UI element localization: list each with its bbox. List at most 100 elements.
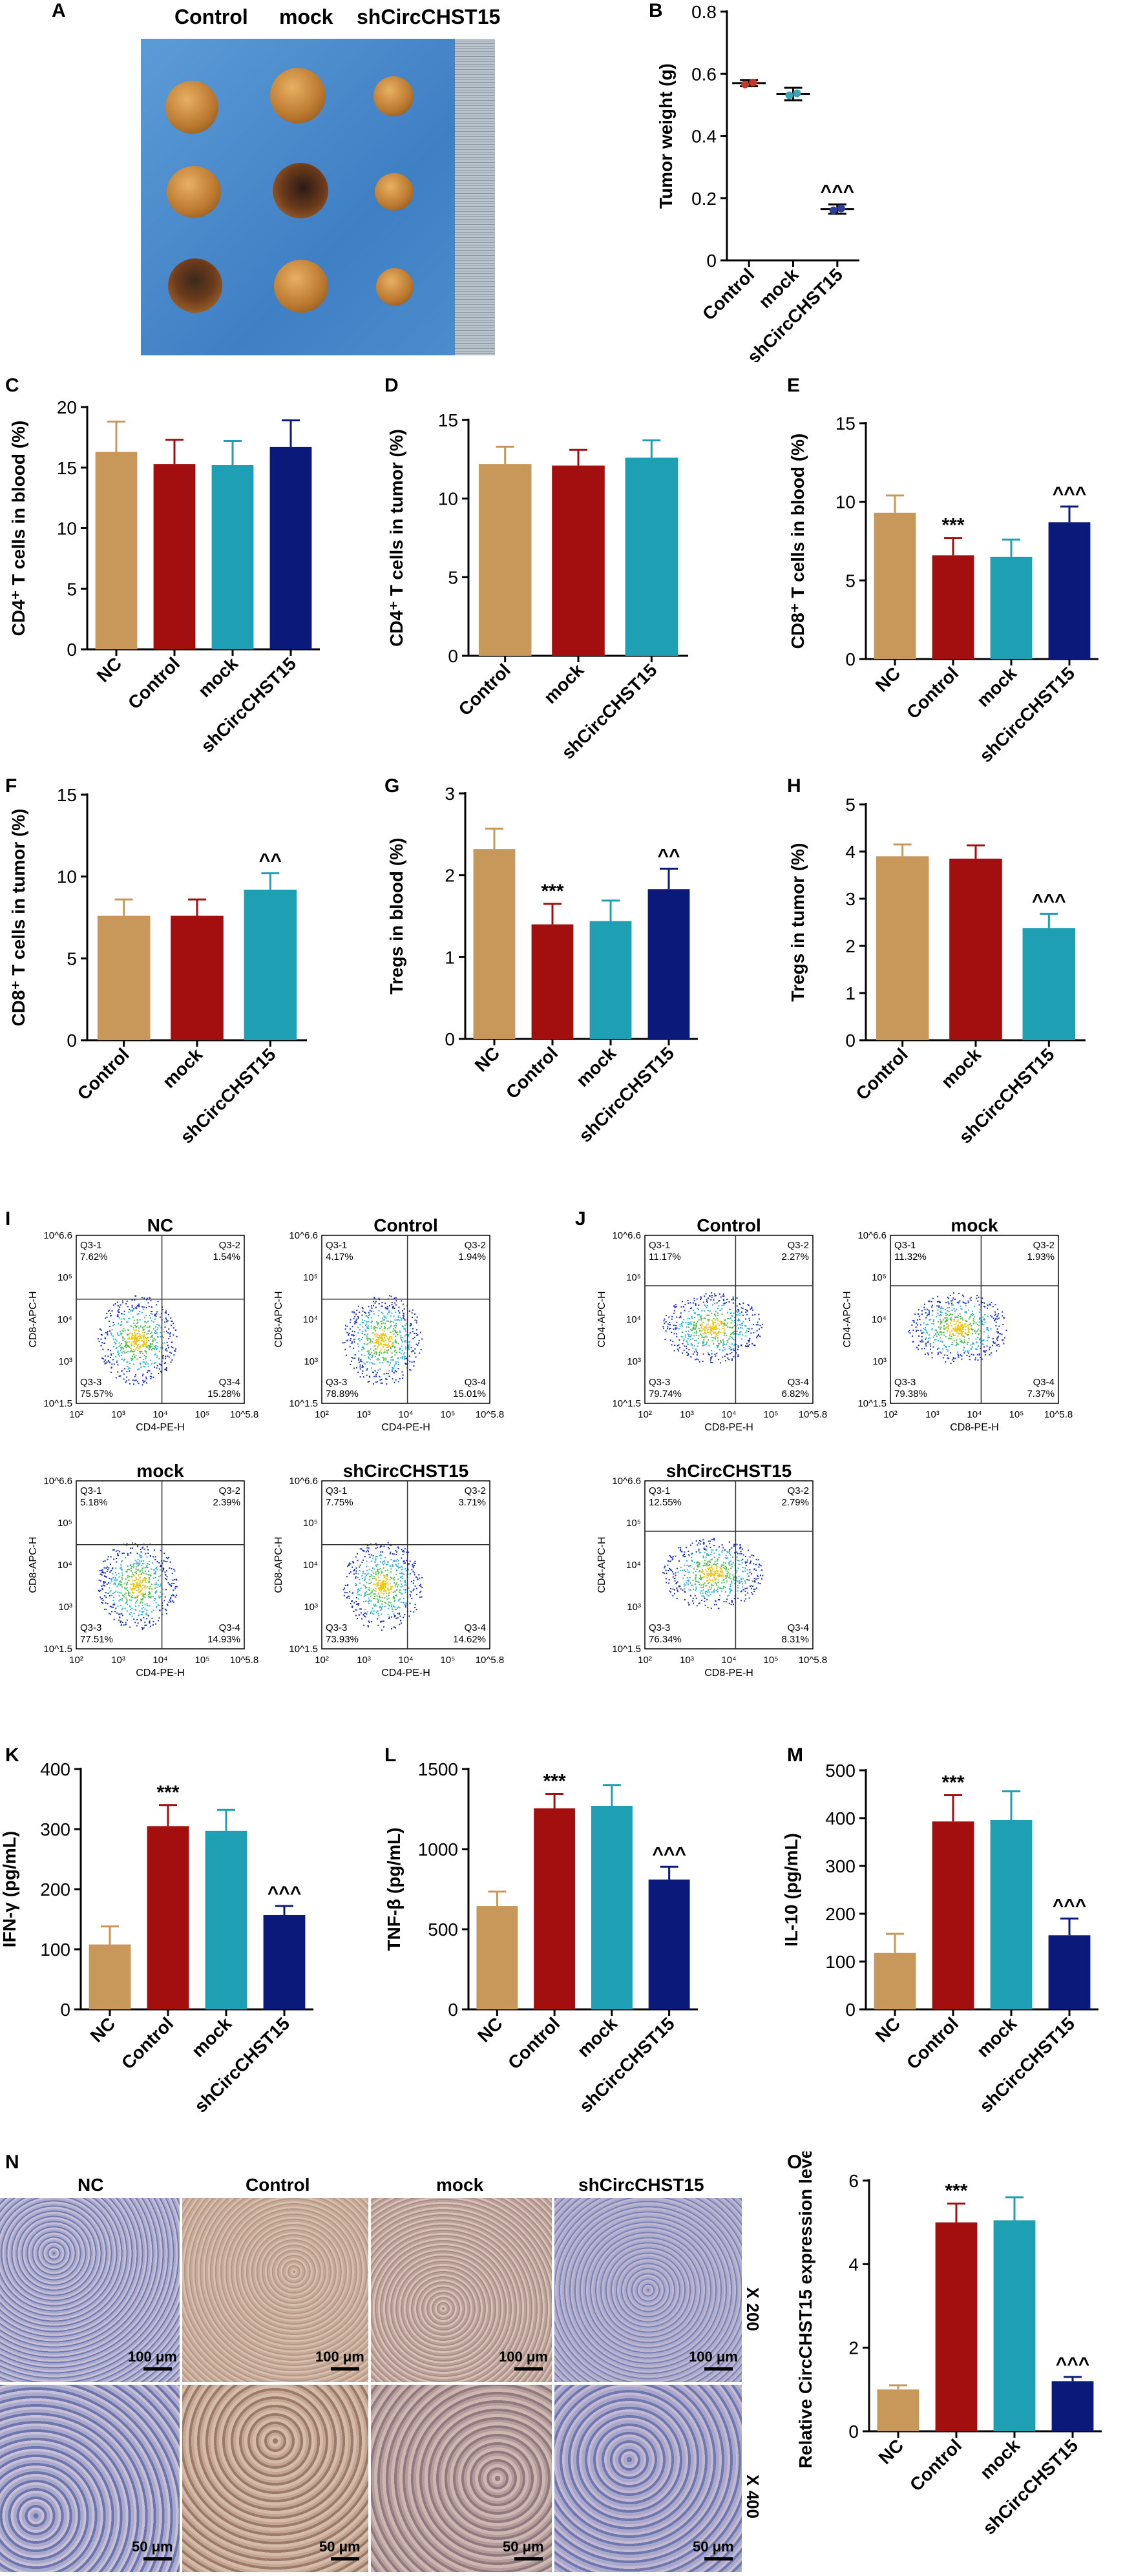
flow-event: [359, 1608, 361, 1609]
flow-event: [131, 1587, 132, 1589]
flow-event: [383, 1319, 384, 1321]
flow-event: [143, 1359, 144, 1360]
flow-event: [949, 1338, 950, 1339]
flow-event: [733, 1334, 735, 1335]
flow-event: [384, 1562, 385, 1564]
flow-event: [166, 1319, 167, 1320]
flow-event: [364, 1616, 366, 1617]
flow-event: [710, 1359, 711, 1361]
flow-event: [124, 1583, 125, 1584]
flow-event: [693, 1354, 694, 1355]
flow-event: [395, 1554, 397, 1555]
flow-event: [976, 1331, 977, 1332]
x-tick-label: 10³: [357, 1655, 371, 1666]
flow-event: [173, 1569, 174, 1570]
flow-event: [140, 1326, 142, 1327]
flow-event: [931, 1323, 932, 1325]
flow-event: [390, 1587, 392, 1589]
flow-event: [724, 1568, 726, 1569]
flow-event: [371, 1574, 372, 1575]
flow-event: [726, 1571, 728, 1572]
flow-panel-i: NCQ3-17.62%Q3-21.54%Q3-375.57%Q3-415.28%…: [0, 1208, 569, 1699]
flow-event: [743, 1555, 744, 1556]
flow-event: [711, 1580, 713, 1581]
flow-event: [400, 1580, 401, 1582]
flow-event: [137, 1597, 138, 1598]
flow-event: [110, 1313, 111, 1314]
flow-event: [695, 1575, 697, 1576]
flow-event: [379, 1580, 381, 1581]
flow-event: [396, 1319, 397, 1321]
flow-event: [717, 1335, 719, 1336]
flow-event: [704, 1560, 706, 1561]
flow-event: [137, 1546, 138, 1547]
flow-event: [411, 1347, 412, 1348]
flow-event: [675, 1325, 677, 1326]
flow-event: [742, 1315, 744, 1316]
flow-event: [104, 1595, 105, 1597]
flow-event: [115, 1339, 116, 1340]
flow-event: [964, 1339, 965, 1341]
flow-event: [733, 1545, 735, 1547]
flow-event: [727, 1341, 728, 1343]
flow-event: [752, 1586, 753, 1587]
flow-event: [385, 1586, 386, 1587]
flow-event: [951, 1300, 952, 1301]
flow-event: [941, 1306, 942, 1308]
flow-event: [925, 1339, 926, 1340]
flow-event: [723, 1299, 724, 1300]
flow-event: [109, 1321, 110, 1322]
flow-event: [119, 1581, 120, 1582]
flow-event: [395, 1371, 397, 1372]
flow-event: [717, 1560, 718, 1562]
quadrant-value: 11.32%: [894, 1251, 927, 1262]
flow-event: [702, 1577, 703, 1578]
y-axis-label: CD8-APC-H: [273, 1291, 284, 1347]
y-tick-label: 10⁵: [58, 1518, 72, 1529]
flow-event: [395, 1560, 397, 1562]
flow-event: [127, 1604, 128, 1605]
flow-event: [382, 1551, 383, 1553]
flow-event: [140, 1557, 142, 1558]
flow-event: [375, 1370, 376, 1372]
flow-event: [701, 1310, 702, 1312]
flow-event: [379, 1585, 381, 1586]
flow-event: [104, 1609, 105, 1610]
flow-event: [936, 1333, 937, 1334]
flow-event: [409, 1311, 410, 1312]
flow-event: [393, 1560, 394, 1562]
bar: [270, 447, 312, 649]
flow-event: [386, 1564, 387, 1565]
quadrant-name: Q3-1: [80, 1240, 101, 1251]
flow-event: [122, 1575, 123, 1576]
flow-event: [965, 1326, 967, 1327]
flow-event: [954, 1340, 955, 1341]
flow-event: [726, 1576, 728, 1577]
flow-event: [405, 1346, 406, 1348]
flow-event: [361, 1315, 362, 1316]
flow-event: [982, 1297, 983, 1299]
flow-event: [388, 1595, 390, 1596]
flow-event: [941, 1315, 942, 1316]
flow-event: [936, 1316, 937, 1317]
flow-event: [371, 1368, 372, 1369]
flow-event: [370, 1600, 372, 1602]
flow-event: [664, 1323, 665, 1324]
flow-event: [964, 1341, 965, 1342]
flow-event: [414, 1561, 415, 1562]
flow-event: [381, 1545, 382, 1547]
flow-event: [980, 1339, 981, 1341]
x-tick-label: 10²: [638, 1655, 652, 1666]
flow-event: [948, 1303, 949, 1304]
x-tick-label: 10^5.8: [476, 1409, 505, 1420]
flow-event: [136, 1573, 137, 1575]
flow-event: [976, 1323, 977, 1324]
flow-event: [111, 1334, 112, 1335]
flow-event: [147, 1372, 148, 1373]
flow-event: [146, 1618, 147, 1619]
flow-event: [686, 1352, 688, 1353]
flow-event: [724, 1566, 726, 1567]
flow-event: [722, 1304, 723, 1306]
flow-event: [390, 1359, 392, 1361]
flow-event: [395, 1615, 396, 1617]
